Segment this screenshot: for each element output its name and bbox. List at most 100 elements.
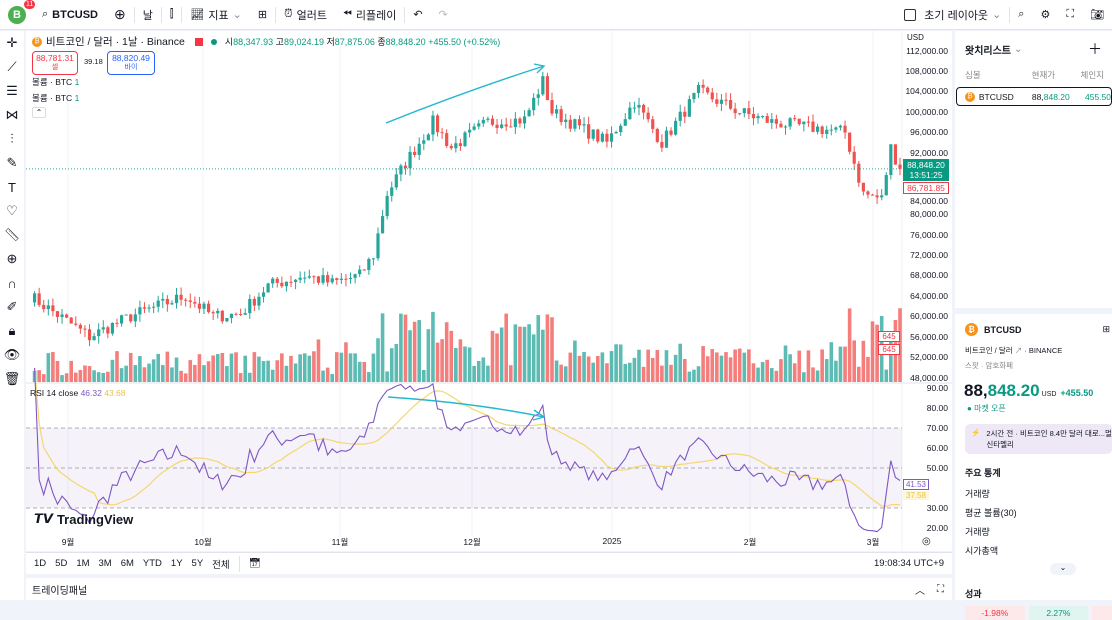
candle-body (779, 123, 783, 128)
range-1d[interactable]: 1D (34, 558, 47, 569)
volume-legend-2[interactable]: 볼륨 · BTC 1 (32, 92, 79, 104)
col-price[interactable]: 현재가 (1031, 70, 1056, 80)
fib-tool[interactable]: ☰ (0, 79, 24, 103)
watchlist-row[interactable]: ₿ BTCUSD 88,848.20 455.50 (956, 87, 1112, 106)
bar-countdown: 13:51:25 (909, 170, 943, 180)
compare-button[interactable]: ⊕ (106, 0, 134, 30)
collapse-legend-button[interactable]: ⌃ (32, 107, 46, 118)
layout-button[interactable]: 초기 레이아웃 ⌄ (896, 0, 1009, 30)
panel-divider[interactable] (955, 308, 1112, 314)
candle-body (248, 298, 252, 314)
settings-button[interactable]: ⚙ (1032, 0, 1058, 30)
candle-body (843, 125, 847, 133)
range-all[interactable]: 전체 (212, 559, 230, 571)
trendline-icon: ⟋ (7, 59, 17, 74)
volume-bar (78, 369, 83, 382)
volume-label: 볼륨 · BTC (32, 77, 73, 87)
volume-bar (623, 363, 628, 382)
symbol-search-button[interactable]: ⌕ BTCUSD (34, 0, 106, 30)
volume-bar (760, 362, 765, 382)
chart-pane[interactable]: ₿ 비트코인 / 달러 · 1날 · Binance 시88,347.93 고8… (26, 31, 952, 551)
collapse-panel-button[interactable]: ︿ (915, 582, 925, 597)
volume-bar (83, 365, 87, 382)
col-symbol[interactable]: 심볼 (965, 70, 981, 80)
range-3m[interactable]: 3M (98, 558, 112, 569)
goto-date-button[interactable]: 📅︎ (249, 558, 261, 569)
snapshot-button[interactable]: 📷︎ (1082, 0, 1112, 30)
alert-button[interactable]: ⏰︎ 얼러트 (276, 0, 335, 30)
volume-bar (128, 352, 133, 382)
candle-body (880, 195, 884, 198)
candle-body (609, 133, 614, 142)
undo-button[interactable]: ↶ (405, 0, 430, 30)
text-tool[interactable]: T (0, 175, 24, 199)
crosshair-tool[interactable]: ✛ (0, 31, 24, 55)
replay-button[interactable]: ⏪︎ 리플레이 (335, 0, 404, 30)
range-5y[interactable]: 5Y (191, 558, 204, 569)
candle-body (449, 145, 453, 149)
time-tick: 2월 (743, 537, 757, 547)
volume-bar (247, 372, 252, 382)
grid-icon[interactable]: ⊞ (1102, 324, 1110, 334)
range-1y[interactable]: 1Y (170, 558, 183, 569)
pattern-tool[interactable]: ⋈ (0, 103, 24, 127)
delete-tool[interactable]: 🗑︎ (0, 367, 24, 391)
candle-body (289, 281, 293, 283)
indicators-button[interactable]: 📈︎ 지표 ⌄ (182, 0, 249, 30)
templates-button[interactable]: ⊞ (250, 0, 275, 30)
user-avatar[interactable]: B 11 (0, 0, 36, 30)
range-ytd[interactable]: YTD (142, 558, 162, 569)
volume-bar (531, 334, 536, 382)
candle-body (467, 129, 472, 133)
trendline-tool[interactable]: ⟋ (0, 55, 24, 79)
news-item[interactable]: ⚡ 2시간 전 · 비트코인 8.4만 달러 대로...멀어... 신타멜리 (965, 424, 1112, 454)
volume-bar (60, 375, 64, 382)
tradingview-logo[interactable]: 𝙏𝙑 TradingView (34, 511, 133, 527)
fullscreen-button[interactable]: ⛶ (1058, 0, 1082, 30)
chart-type-button[interactable]: ⫿ (162, 0, 182, 30)
measure-tool[interactable]: 📏︎ (0, 223, 24, 247)
brush-tool[interactable]: ✎ (0, 151, 24, 175)
add-symbol-button[interactable]: ＋ (1088, 41, 1102, 57)
col-change[interactable]: 체인지 (1080, 70, 1104, 80)
trading-panel-tab[interactable]: 트레이딩패널 (32, 585, 88, 597)
lock-tool[interactable]: 🔒︎ (0, 319, 24, 343)
volume-legend-1[interactable]: 볼륨 · BTC 1 (32, 76, 79, 88)
sell-button[interactable]: 88,781.31 셀 (32, 51, 78, 75)
hide-tool[interactable]: 👁︎ (0, 343, 24, 367)
redo-button[interactable]: ↷ (431, 0, 456, 30)
candle-body (197, 303, 202, 309)
zoom-tool[interactable]: ⊕ (0, 247, 24, 271)
buy-button[interactable]: 88,820.49 바이 (107, 51, 155, 75)
volume-label: 볼륨 · BTC (32, 93, 73, 103)
rsi-legend[interactable]: RSI 14 close 46.32 43.68 (30, 388, 126, 398)
candle-body (591, 129, 595, 139)
expand-stats-button[interactable]: ⌄ (1050, 563, 1076, 575)
watchlist-title[interactable]: 왓치리스트 (965, 45, 1011, 57)
draw-mode-tool[interactable]: ✐ (0, 295, 24, 319)
range-5d[interactable]: 5D (55, 558, 68, 569)
price-chart-canvas[interactable] (26, 31, 952, 551)
rsi-value: 46.32 (80, 388, 102, 398)
external-link-icon[interactable]: ↗ (1014, 346, 1023, 355)
candle-body (184, 299, 188, 301)
axis-settings-button[interactable]: ◎ (922, 536, 931, 547)
candle-body (266, 283, 270, 293)
favorites-tool[interactable]: ♡ (0, 199, 24, 223)
candle-body (92, 336, 96, 341)
range-1m[interactable]: 1M (76, 558, 90, 569)
currency-selector[interactable]: USD (907, 33, 924, 42)
time-axis[interactable]: 9월 10월 11월 12월 2025 2월 3월 (26, 536, 901, 550)
magnet-tool[interactable]: ∩ (0, 271, 24, 295)
interval-button[interactable]: 날 (135, 0, 161, 30)
candle-body (358, 269, 362, 275)
clock[interactable]: 19:08:34 UTC+9 (874, 558, 944, 569)
candle-body (362, 269, 366, 271)
detail-symbol[interactable]: BTCUSD (984, 324, 1022, 335)
candle-body (527, 110, 531, 117)
range-6m[interactable]: 6M (120, 558, 134, 569)
quick-search-button[interactable]: ⌕ (1010, 0, 1032, 30)
maximize-panel-button[interactable]: ⛶ (937, 584, 944, 595)
flag-icon[interactable] (194, 37, 203, 46)
forecast-tool[interactable]: ⫶ (0, 127, 24, 151)
